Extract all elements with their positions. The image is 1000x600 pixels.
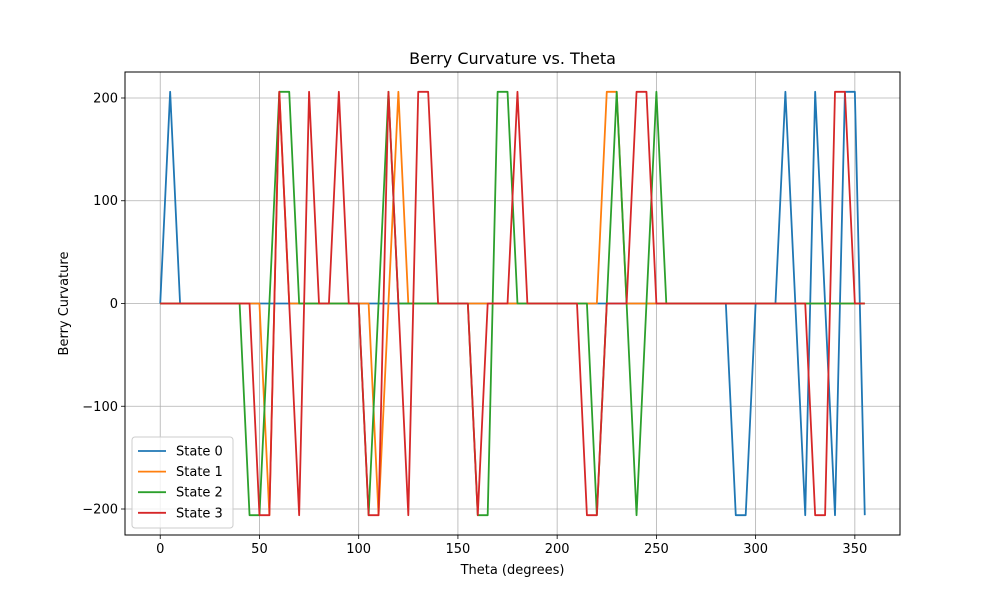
- legend-label-state-2: State 2: [176, 486, 223, 501]
- x-tick-label: 50: [251, 542, 268, 557]
- legend: State 0 State 1 State 2 State 3: [131, 436, 234, 529]
- legend-label-state-3: State 3: [176, 506, 223, 521]
- series-line-state-3: [160, 90, 865, 517]
- x-axis-title: Theta (degrees): [460, 563, 565, 578]
- legend-label-state-1: State 1: [176, 465, 223, 480]
- x-tick-label: 350: [842, 542, 867, 557]
- chart-title: Berry Curvature vs. Theta: [409, 49, 616, 68]
- y-axis-title: Berry Curvature: [57, 252, 72, 356]
- legend-box: [131, 436, 234, 529]
- x-tick-label: 200: [545, 542, 570, 557]
- axis-ticks: 0 50 100 150 200 250 300 350 −200 −100 0 100 200: [82, 91, 867, 557]
- y-tick-label: 0: [110, 297, 118, 312]
- y-tick-label: 100: [93, 194, 118, 209]
- y-tick-label: −200: [82, 503, 118, 518]
- series-lines: [159, 90, 866, 517]
- y-tick-label: −100: [82, 400, 118, 415]
- x-tick-label: 250: [644, 542, 669, 557]
- y-tick-label: 200: [93, 91, 118, 106]
- x-tick-label: 0: [156, 542, 164, 557]
- legend-label-state-0: State 0: [176, 445, 223, 460]
- x-tick-label: 300: [743, 542, 768, 557]
- x-tick-label: 100: [346, 542, 371, 557]
- x-tick-label: 150: [446, 542, 471, 557]
